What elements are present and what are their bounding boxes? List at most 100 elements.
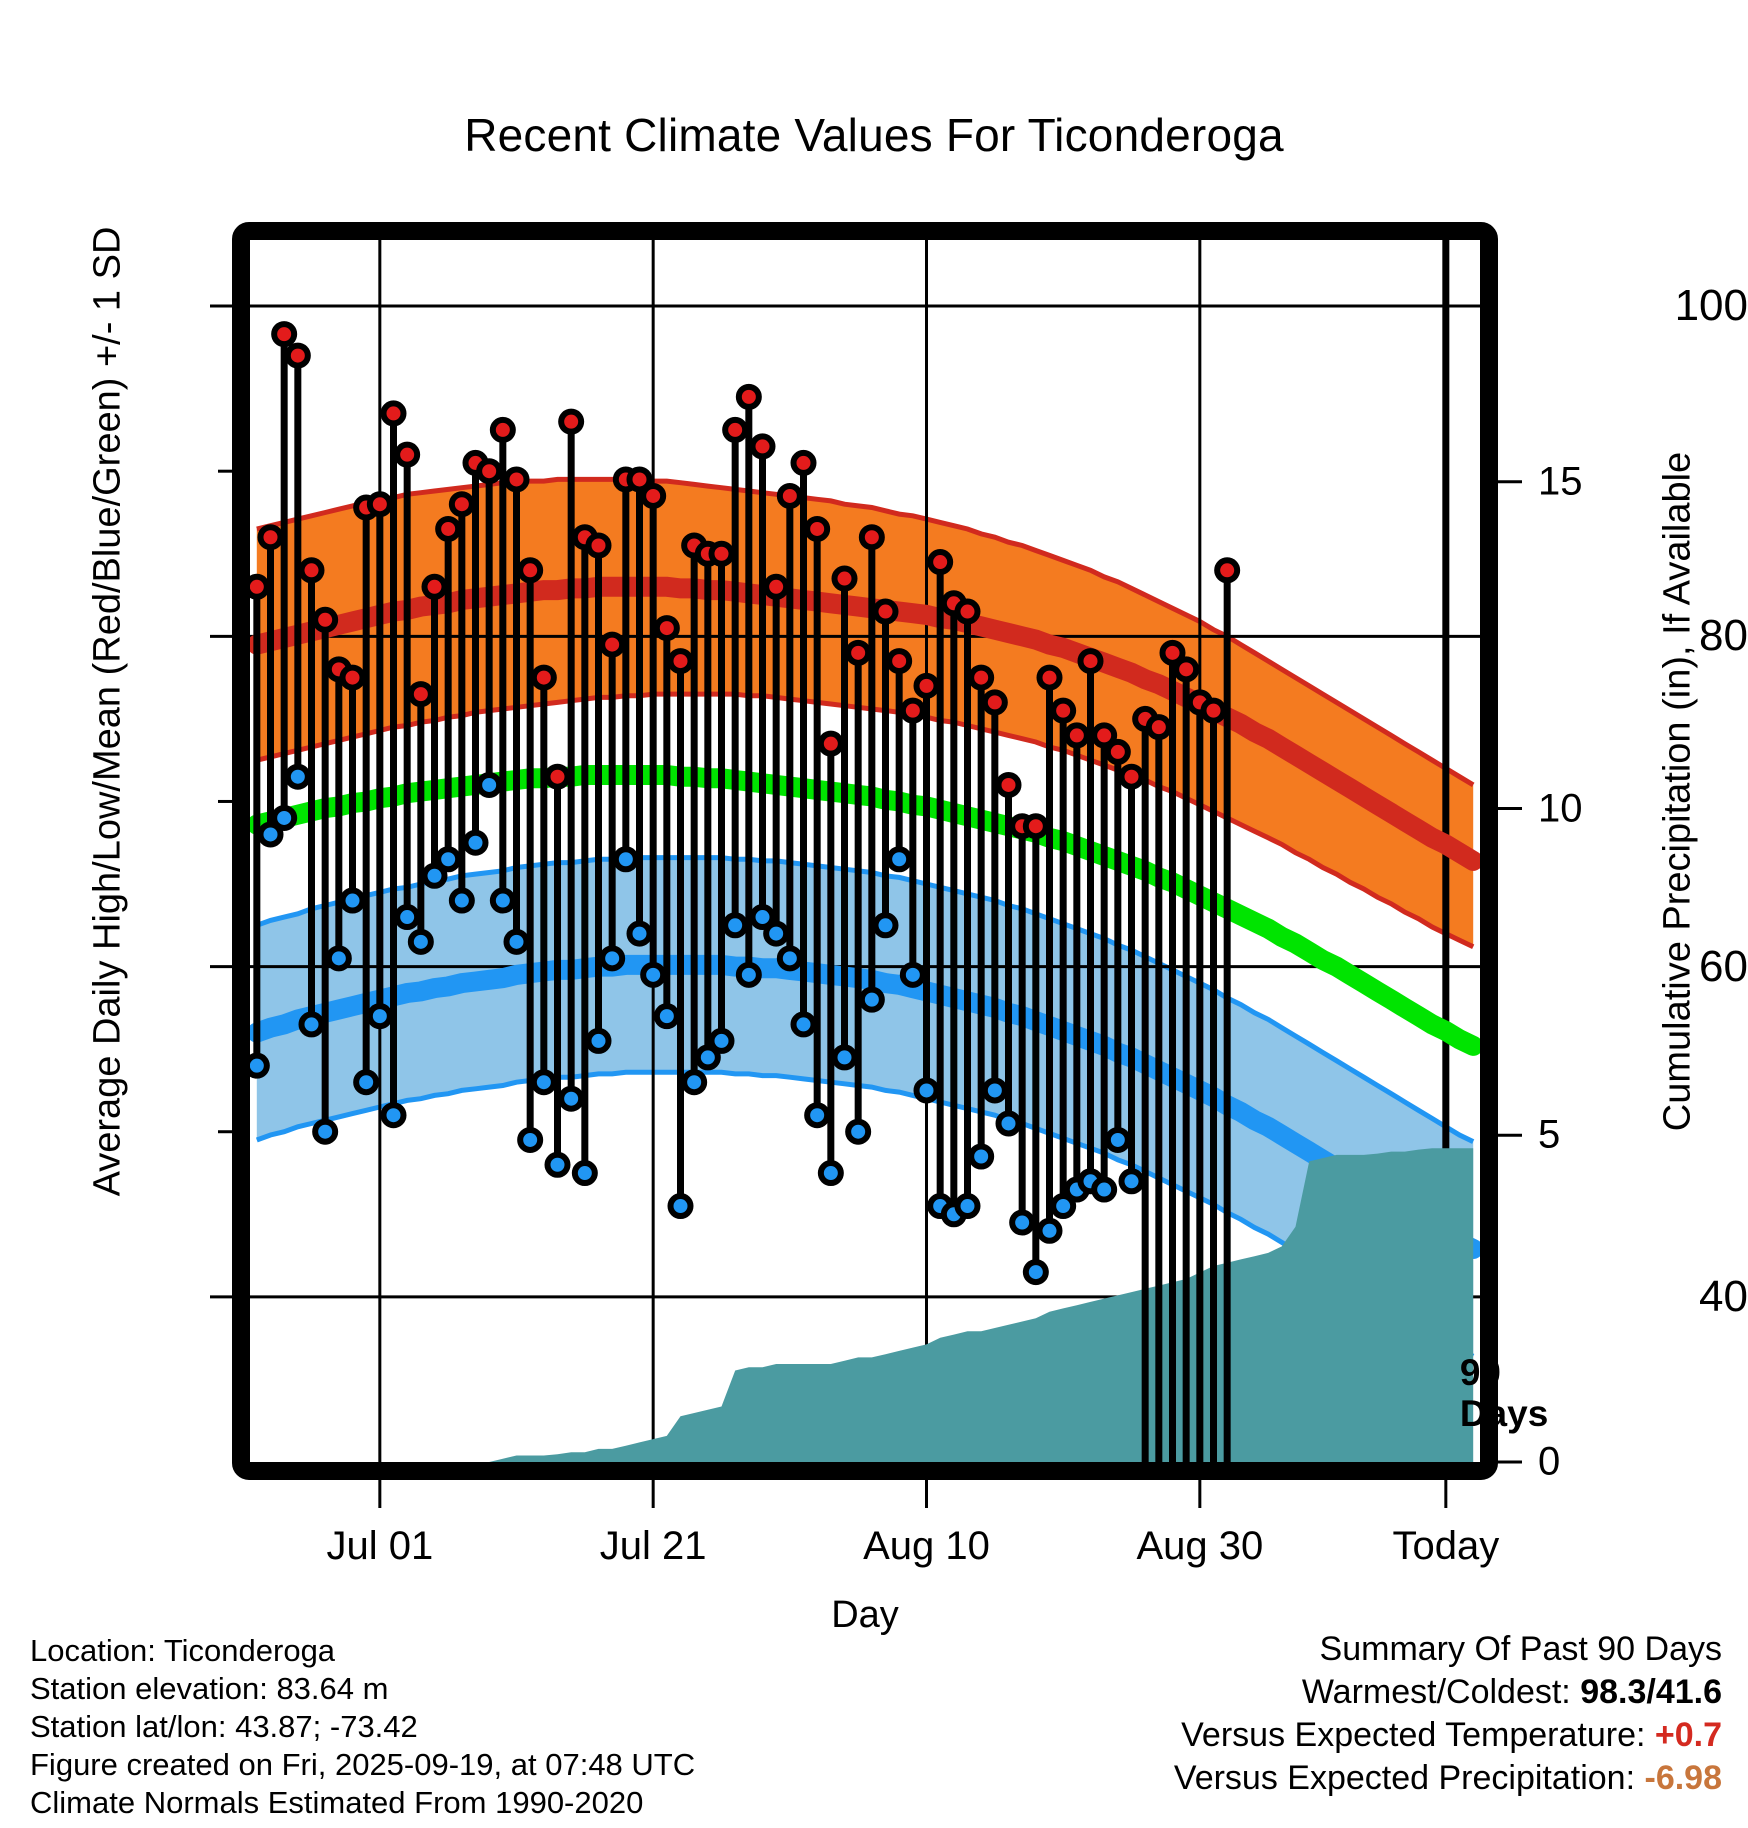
observed-high-marker xyxy=(448,491,475,518)
summary-temperature: Versus Expected Temperature: +0.7 xyxy=(1174,1714,1722,1757)
observed-high-marker xyxy=(1159,639,1186,666)
observed-high-marker xyxy=(981,689,1008,716)
observed-low-marker xyxy=(503,928,530,955)
observed-high-marker xyxy=(1036,664,1063,691)
observed-high-marker xyxy=(489,416,516,443)
observed-high-marker xyxy=(913,672,940,699)
summary-precipitation-value: -6.98 xyxy=(1644,1759,1723,1797)
observed-high-marker xyxy=(421,573,448,600)
metadata-block: Location: Ticonderoga Station elevation:… xyxy=(30,1632,695,1822)
observed-low-marker xyxy=(366,1003,393,1030)
observed-high-marker xyxy=(1022,813,1049,840)
x-tick-label: Jul 21 xyxy=(599,1524,707,1568)
summary-warmest-coldest-label: Warmest/Coldest: xyxy=(1301,1673,1571,1711)
plot-content xyxy=(250,240,1480,1462)
y-tick-label-left: 80 xyxy=(1699,611,1748,661)
observed-high-marker xyxy=(667,648,694,675)
observed-low-marker xyxy=(981,1077,1008,1104)
observed-low-marker xyxy=(817,1160,844,1187)
observed-low-marker xyxy=(667,1193,694,1220)
y-tick-label-left: 60 xyxy=(1699,941,1748,991)
plot-frame xyxy=(232,222,1498,1480)
observed-low-marker xyxy=(558,1085,585,1112)
observed-low-marker xyxy=(763,920,790,947)
observed-high-marker xyxy=(476,458,503,485)
observed-low-marker xyxy=(995,1110,1022,1137)
observed-high-marker xyxy=(817,730,844,757)
observed-low-marker xyxy=(694,1044,721,1071)
observed-low-marker xyxy=(1104,1126,1131,1153)
observed-high-marker xyxy=(899,697,926,724)
observed-low-marker xyxy=(476,771,503,798)
observed-low-marker xyxy=(298,1011,325,1038)
observed-high-marker xyxy=(1050,697,1077,724)
observed-high-marker xyxy=(599,631,626,658)
observed-low-marker xyxy=(394,904,421,931)
observed-high-marker xyxy=(257,524,284,551)
observed-low-marker xyxy=(435,846,462,873)
observed-high-marker xyxy=(585,532,612,559)
summary-warmest-coldest: Warmest/Coldest: 98.3/41.6 xyxy=(1174,1671,1722,1714)
observed-low-marker xyxy=(1022,1259,1049,1286)
observed-low-marker xyxy=(968,1143,995,1170)
observed-low-marker xyxy=(325,945,352,972)
observed-high-marker xyxy=(722,416,749,443)
observed-low-marker xyxy=(872,912,899,939)
summary-temperature-label: Versus Expected Temperature: xyxy=(1181,1716,1646,1754)
observed-low-marker xyxy=(544,1151,571,1178)
observed-high-marker xyxy=(927,549,954,576)
observed-low-marker xyxy=(640,961,667,988)
observed-high-marker xyxy=(749,433,776,460)
observed-low-marker xyxy=(681,1069,708,1096)
today-annotation-line2: Days xyxy=(1459,1393,1549,1434)
observed-low-marker xyxy=(353,1069,380,1096)
observed-low-marker xyxy=(886,846,913,873)
observed-high-marker xyxy=(1077,648,1104,675)
observed-low-marker xyxy=(899,961,926,988)
observed-high-marker xyxy=(1200,697,1227,724)
observed-low-marker xyxy=(735,961,762,988)
observed-low-marker xyxy=(585,1027,612,1054)
observed-low-marker xyxy=(489,887,516,914)
observed-low-marker xyxy=(407,928,434,955)
observed-high-marker xyxy=(995,771,1022,798)
observed-low-marker xyxy=(250,1052,270,1079)
observed-low-marker xyxy=(831,1044,858,1071)
metadata-created: Figure created on Fri, 2025-09-19, at 07… xyxy=(30,1747,696,1782)
observed-low-marker xyxy=(804,1102,831,1129)
observed-high-marker xyxy=(530,664,557,691)
observed-low-marker xyxy=(1009,1209,1036,1236)
observed-high-marker xyxy=(858,524,885,551)
y-tick-label-right: 0 xyxy=(1538,1439,1561,1484)
observed-high-marker xyxy=(284,342,311,369)
observed-high-marker xyxy=(708,540,735,567)
observed-high-marker xyxy=(1104,738,1131,765)
observed-high-marker xyxy=(312,606,339,633)
observed-low-marker xyxy=(271,804,298,831)
observed-high-marker xyxy=(968,664,995,691)
summary-warmest-coldest-value: 98.3/41.6 xyxy=(1580,1673,1722,1711)
observed-high-marker xyxy=(1091,722,1118,749)
high-sd-upper-edge xyxy=(256,476,1475,788)
page-title: Recent Climate Values For Ticonderoga xyxy=(464,109,1284,161)
y-tick-label-left: 100 xyxy=(1674,281,1748,331)
observed-low-marker xyxy=(708,1027,735,1054)
observed-low-marker xyxy=(858,986,885,1013)
observed-low-marker xyxy=(284,763,311,790)
observed-low-marker xyxy=(257,821,284,848)
observed-high-marker xyxy=(380,400,407,427)
observed-high-marker xyxy=(872,598,899,625)
observed-low-marker xyxy=(653,1003,680,1030)
x-axis-label: Day xyxy=(831,1594,899,1636)
observed-low-marker xyxy=(954,1193,981,1220)
today-annotation: 90 Days xyxy=(1460,1352,1548,1434)
observed-high-marker xyxy=(1118,763,1145,790)
observed-low-marker xyxy=(776,945,803,972)
observed-high-marker xyxy=(845,639,872,666)
observed-high-marker xyxy=(1063,722,1090,749)
metadata-elevation: Station elevation: 83.64 m xyxy=(30,1671,389,1706)
observed-high-marker xyxy=(1173,656,1200,683)
y-tick-label-right: 15 xyxy=(1538,459,1583,504)
